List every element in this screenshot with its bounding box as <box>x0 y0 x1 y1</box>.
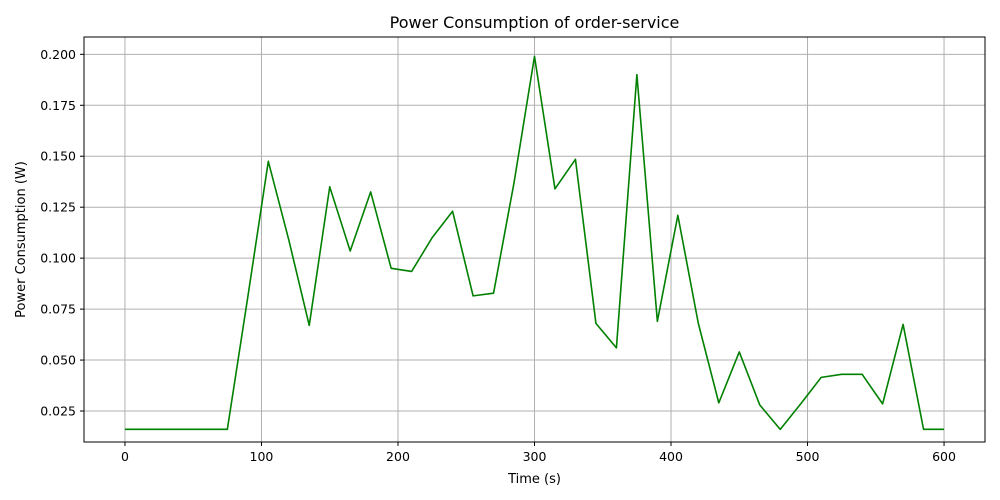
x-tick-label: 200 <box>386 449 410 464</box>
series-line <box>124 55 945 431</box>
x-tick-label: 600 <box>932 449 956 464</box>
x-tick-label: 0 <box>121 449 129 464</box>
x-axis-label: Time (s) <box>507 472 561 487</box>
y-axis: 0.025 0.050 0.075 0.100 0.125 0.150 0.175 0.200 <box>40 47 84 419</box>
chart-title: Power Consumption of order-service <box>390 13 680 32</box>
y-tick-label: 0.100 <box>40 251 76 266</box>
y-tick-label: 0.075 <box>40 302 76 317</box>
series-layer <box>124 55 945 431</box>
y-axis-label: Power Consumption (W) <box>14 161 29 318</box>
y-tick-label: 0.200 <box>40 47 76 62</box>
x-axis: 0 100 200 300 400 500 600 <box>121 442 956 464</box>
grid <box>84 37 985 442</box>
x-tick-label: 100 <box>250 449 274 464</box>
y-tick-label: 0.050 <box>40 353 76 368</box>
y-tick-label: 0.025 <box>40 404 76 419</box>
y-tick-label: 0.125 <box>40 200 76 215</box>
x-tick-label: 300 <box>523 449 547 464</box>
y-tick-label: 0.175 <box>40 98 76 113</box>
x-tick-label: 400 <box>659 449 683 464</box>
x-tick-label: 500 <box>796 449 820 464</box>
y-tick-label: 0.150 <box>40 149 76 164</box>
